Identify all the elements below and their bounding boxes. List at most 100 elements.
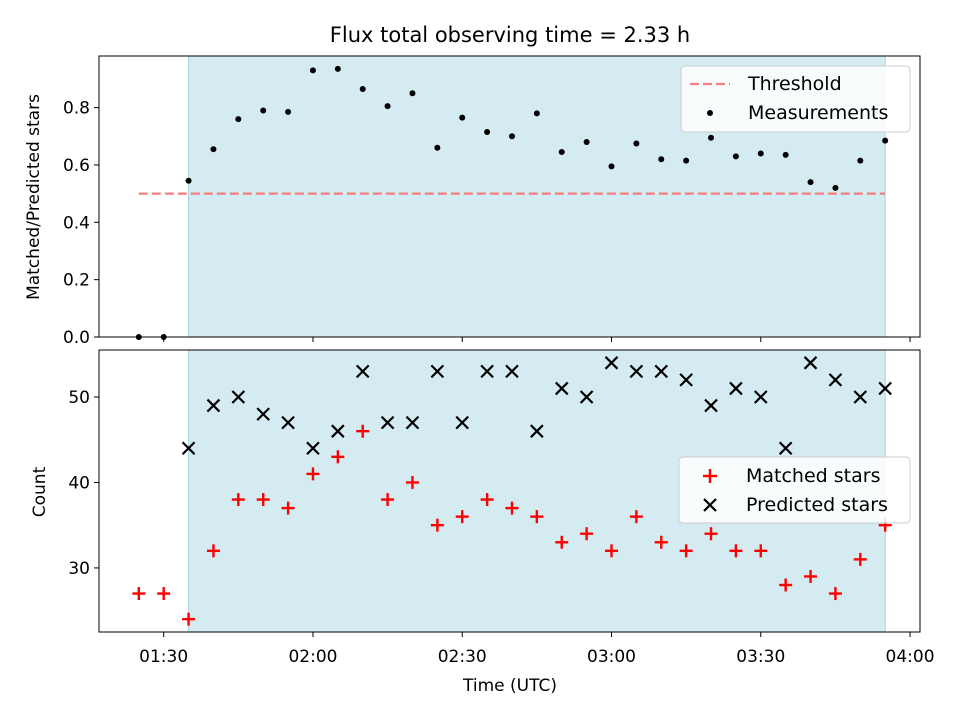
y-tick-label: 0.8 (63, 99, 90, 119)
predicted-star-point (306, 441, 320, 456)
matched-star-point (853, 552, 867, 566)
predicted-star-point (729, 381, 743, 396)
matched-star-point (430, 518, 444, 532)
measurement-point (608, 163, 615, 170)
predicted-star-point (753, 390, 768, 404)
matched-star-point (405, 475, 419, 489)
matched-star-point (132, 587, 146, 601)
legend-predicted-label: Predicted stars (746, 494, 888, 516)
matched-star-point (828, 587, 842, 601)
matched-star-point (256, 493, 270, 507)
matched-star-point (629, 510, 643, 524)
matched-star-point (530, 510, 544, 524)
measurement-point (857, 157, 864, 164)
legend-matched-label: Matched stars (746, 465, 880, 487)
matched-star-point (306, 467, 320, 481)
measurement-point (683, 157, 690, 164)
matched-star-point (356, 424, 370, 438)
y-tick-label: 40 (68, 473, 90, 493)
measurement-point (285, 108, 292, 115)
predicted-star-point (355, 364, 370, 379)
top-y-ticks: 0.0 0.2 0.4 0.6 0.8 (63, 99, 99, 348)
matched-star-point (157, 587, 171, 601)
bottom-y-axis-label: Count (30, 466, 50, 517)
predicted-star-point (455, 415, 470, 430)
x-tick-label: 04:00 (886, 647, 935, 667)
predicted-star-point (803, 356, 818, 370)
matched-star-point (281, 501, 295, 515)
measurement-point (508, 133, 515, 140)
measurement-point (434, 144, 441, 151)
measurement-point (409, 90, 416, 97)
matched-star-point (455, 510, 469, 524)
predicted-star-point (579, 390, 594, 404)
matched-star-point (381, 493, 395, 507)
measurement-point (484, 128, 491, 135)
matched-star-point (231, 493, 245, 507)
matched-star-point (804, 569, 818, 583)
predicted-star-point (679, 373, 693, 387)
measurement-point (583, 139, 590, 146)
matched-star-point (555, 535, 569, 549)
predicted-star-point (629, 364, 644, 379)
predicted-star-point (256, 407, 270, 421)
y-tick-label: 0.4 (63, 213, 90, 233)
measurement-point (832, 184, 839, 191)
bottom-legend: Matched stars Predicted stars (678, 456, 911, 524)
top-legend: Threshold Measurements (680, 65, 911, 133)
predicted-star-point (231, 390, 246, 404)
predicted-star-point (405, 415, 420, 430)
measurement-point (732, 153, 739, 160)
y-tick-label: 0.0 (63, 328, 90, 348)
predicted-star-point (878, 381, 892, 396)
measurement-point (533, 110, 540, 117)
legend-predicted-swatch (703, 498, 717, 512)
measurement-point (235, 116, 242, 123)
predicted-star-point (530, 424, 544, 438)
predicted-star-point (480, 364, 494, 379)
matched-star-point (679, 544, 693, 558)
y-tick-label: 30 (68, 559, 90, 579)
predicted-star-point (380, 415, 395, 430)
measurement-point (459, 114, 466, 121)
top-x-ticks (163, 337, 911, 342)
predicted-star-point (828, 373, 843, 387)
legend-measurements-label: Measurements (748, 102, 888, 124)
x-tick-label: 03:30 (736, 647, 785, 667)
measurement-point (309, 67, 316, 74)
matched-star-point (480, 493, 494, 507)
matched-star-point (754, 544, 768, 558)
predicted-star-point (554, 381, 569, 396)
matched-star-point (704, 527, 718, 541)
matched-star-point (182, 612, 196, 626)
bottom-y-ticks: 30 40 50 (68, 388, 99, 579)
matched-star-point (505, 501, 519, 515)
measurement-point (658, 156, 665, 163)
measurement-point (260, 107, 267, 114)
bottom-panel: 30 40 50 01:30 02:00 02:30 03:00 03:30 04:00 Co… (30, 349, 935, 696)
predicted-star-point (181, 441, 196, 456)
y-tick-label: 0.6 (63, 156, 90, 176)
matched-stars-points (132, 424, 892, 626)
x-axis-label: Time (UTC) (462, 676, 557, 696)
measurement-point (558, 149, 565, 156)
x-tick-label: 02:00 (288, 647, 337, 667)
predicted-star-point (206, 398, 221, 413)
predicted-star-point (430, 364, 445, 379)
measurement-point (334, 65, 341, 72)
predicted-star-point (778, 441, 793, 456)
predicted-star-point (281, 415, 295, 430)
predicted-star-point (704, 398, 718, 413)
measurement-point (782, 151, 789, 158)
measurement-point (185, 177, 192, 184)
measurement-point (807, 179, 814, 186)
chart-title: Flux total observing time = 2.33 h (330, 23, 690, 47)
measurement-point (384, 103, 391, 110)
bottom-legend-box (678, 456, 911, 524)
top-plot-frame (98, 55, 921, 338)
predicted-star-point (654, 364, 669, 379)
top-legend-box (680, 65, 911, 133)
matched-star-point (654, 535, 668, 549)
top-y-axis-label: Matched/Predicted stars (24, 94, 44, 300)
